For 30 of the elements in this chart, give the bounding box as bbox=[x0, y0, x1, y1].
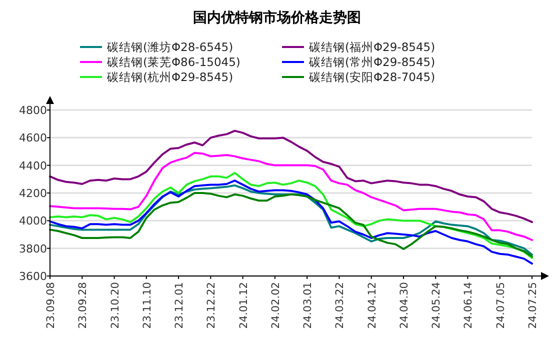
x-tick-label: 24.01.12 bbox=[238, 282, 250, 329]
x-tick-label: 23.10.20 bbox=[109, 282, 122, 329]
x-tick-label: 24.05.24 bbox=[430, 282, 443, 329]
x-tick-label: 23.12.01 bbox=[174, 282, 186, 329]
x-tick-label: 24.02.02 bbox=[270, 282, 282, 329]
chart-title: 国内优特钢市场价格走势图 bbox=[193, 9, 361, 26]
legend-label: 碳结钢(常州Φ29-8545) bbox=[308, 55, 436, 69]
y-tick-label: 4200 bbox=[19, 187, 47, 200]
y-tick-label: 4400 bbox=[19, 159, 47, 172]
x-tick-label: 23.09.28 bbox=[77, 282, 90, 329]
x-tick-label: 24.07.05 bbox=[494, 282, 507, 329]
legend-label: 碳结钢(安阳Φ28-7045) bbox=[308, 70, 436, 84]
x-tick-label: 24.03.22 bbox=[334, 282, 346, 329]
x-tick-label: 23.12.22 bbox=[206, 282, 218, 329]
y-tick-label: 3800 bbox=[19, 242, 47, 256]
legend-label: 碳结钢(潍坊Φ28-6545) bbox=[106, 40, 234, 54]
y-tick-label: 3600 bbox=[19, 270, 47, 283]
legend-label: 碳结钢(杭州Φ29-8545) bbox=[106, 70, 234, 84]
legend-label: 碳结钢(莱芜Φ86-15045) bbox=[106, 55, 240, 69]
y-tick-label: 4600 bbox=[19, 132, 47, 145]
y-tick-label: 4800 bbox=[19, 104, 47, 117]
x-tick-label: 24.07.25 bbox=[527, 282, 539, 329]
x-tick-label: 24.04.30 bbox=[398, 282, 410, 329]
x-tick-label: 24.06.14 bbox=[462, 282, 475, 329]
x-tick-label: 24.04.12 bbox=[366, 282, 378, 329]
x-tick-label: 24.03.01 bbox=[302, 282, 314, 329]
y-tick-label: 4000 bbox=[19, 214, 47, 228]
x-tick-label: 23.09.08 bbox=[45, 282, 57, 329]
legend-label: 碳结钢(福州Φ29-8545) bbox=[308, 40, 436, 54]
x-tick-label: 23.11.10 bbox=[141, 282, 154, 329]
